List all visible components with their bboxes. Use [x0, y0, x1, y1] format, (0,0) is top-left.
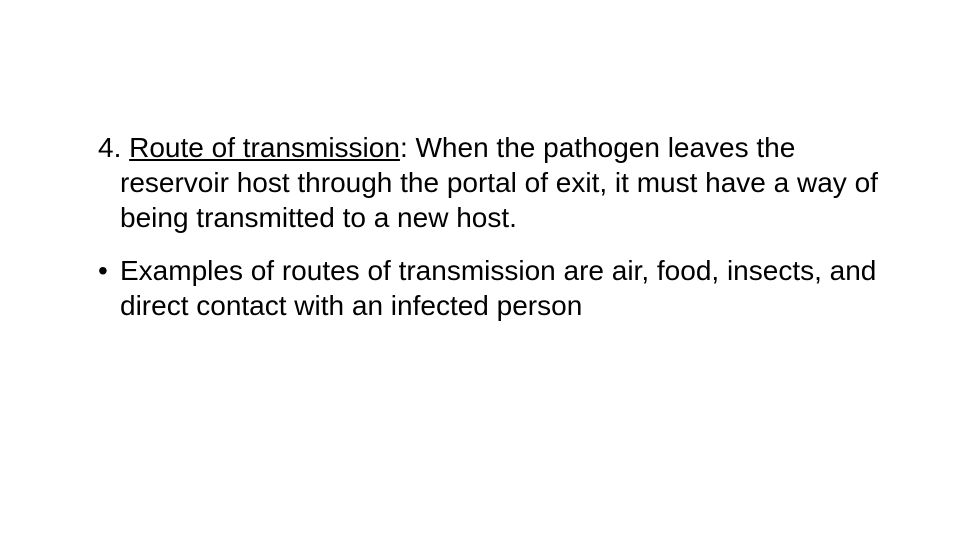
numbered-item-4: 4. Route of transmission: When the patho… [78, 130, 882, 235]
bullet-marker: • [98, 253, 120, 288]
slide: 4. Route of transmission: When the patho… [0, 0, 960, 540]
bullet-text: Examples of routes of transmission are a… [120, 255, 876, 321]
item-number: 4. [98, 132, 129, 163]
bullet-item-1: •Examples of routes of transmission are … [78, 253, 882, 323]
item-heading: Route of transmission [129, 132, 400, 163]
